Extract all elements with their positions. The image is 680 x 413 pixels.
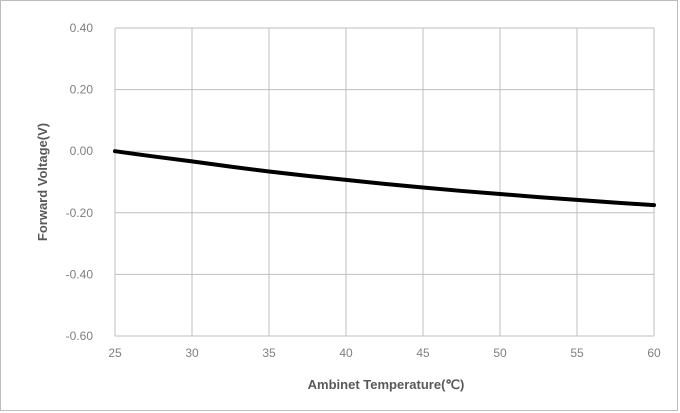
y-axis-title: Forward Voltage(V) [35, 123, 50, 241]
x-tick-label: 25 [108, 346, 122, 360]
x-tick-label: 55 [570, 346, 584, 360]
x-tick-label: 30 [185, 346, 199, 360]
x-axis-title: Ambinet Temperature(℃) [308, 377, 465, 392]
x-tick-label: 60 [647, 346, 661, 360]
y-tick-label: 0.20 [70, 83, 94, 97]
grid [114, 27, 655, 337]
y-tick-label: 0.00 [70, 144, 94, 158]
tick-labels: 25 30 35 40 45 50 55 60 0.40 0.20 0.00 -0.20 -0.40 -0… [66, 21, 661, 360]
x-tick-label: 50 [493, 346, 507, 360]
x-tick-label: 45 [416, 346, 430, 360]
y-tick-label: -0.60 [66, 329, 94, 343]
y-tick-label: 0.40 [70, 21, 94, 35]
series-layer [113, 149, 656, 208]
x-tick-label: 35 [262, 346, 276, 360]
series-line-0 [113, 149, 656, 208]
y-tick-label: -0.40 [66, 267, 94, 281]
x-tick-label: 40 [339, 346, 353, 360]
y-tick-label: -0.20 [66, 206, 94, 220]
